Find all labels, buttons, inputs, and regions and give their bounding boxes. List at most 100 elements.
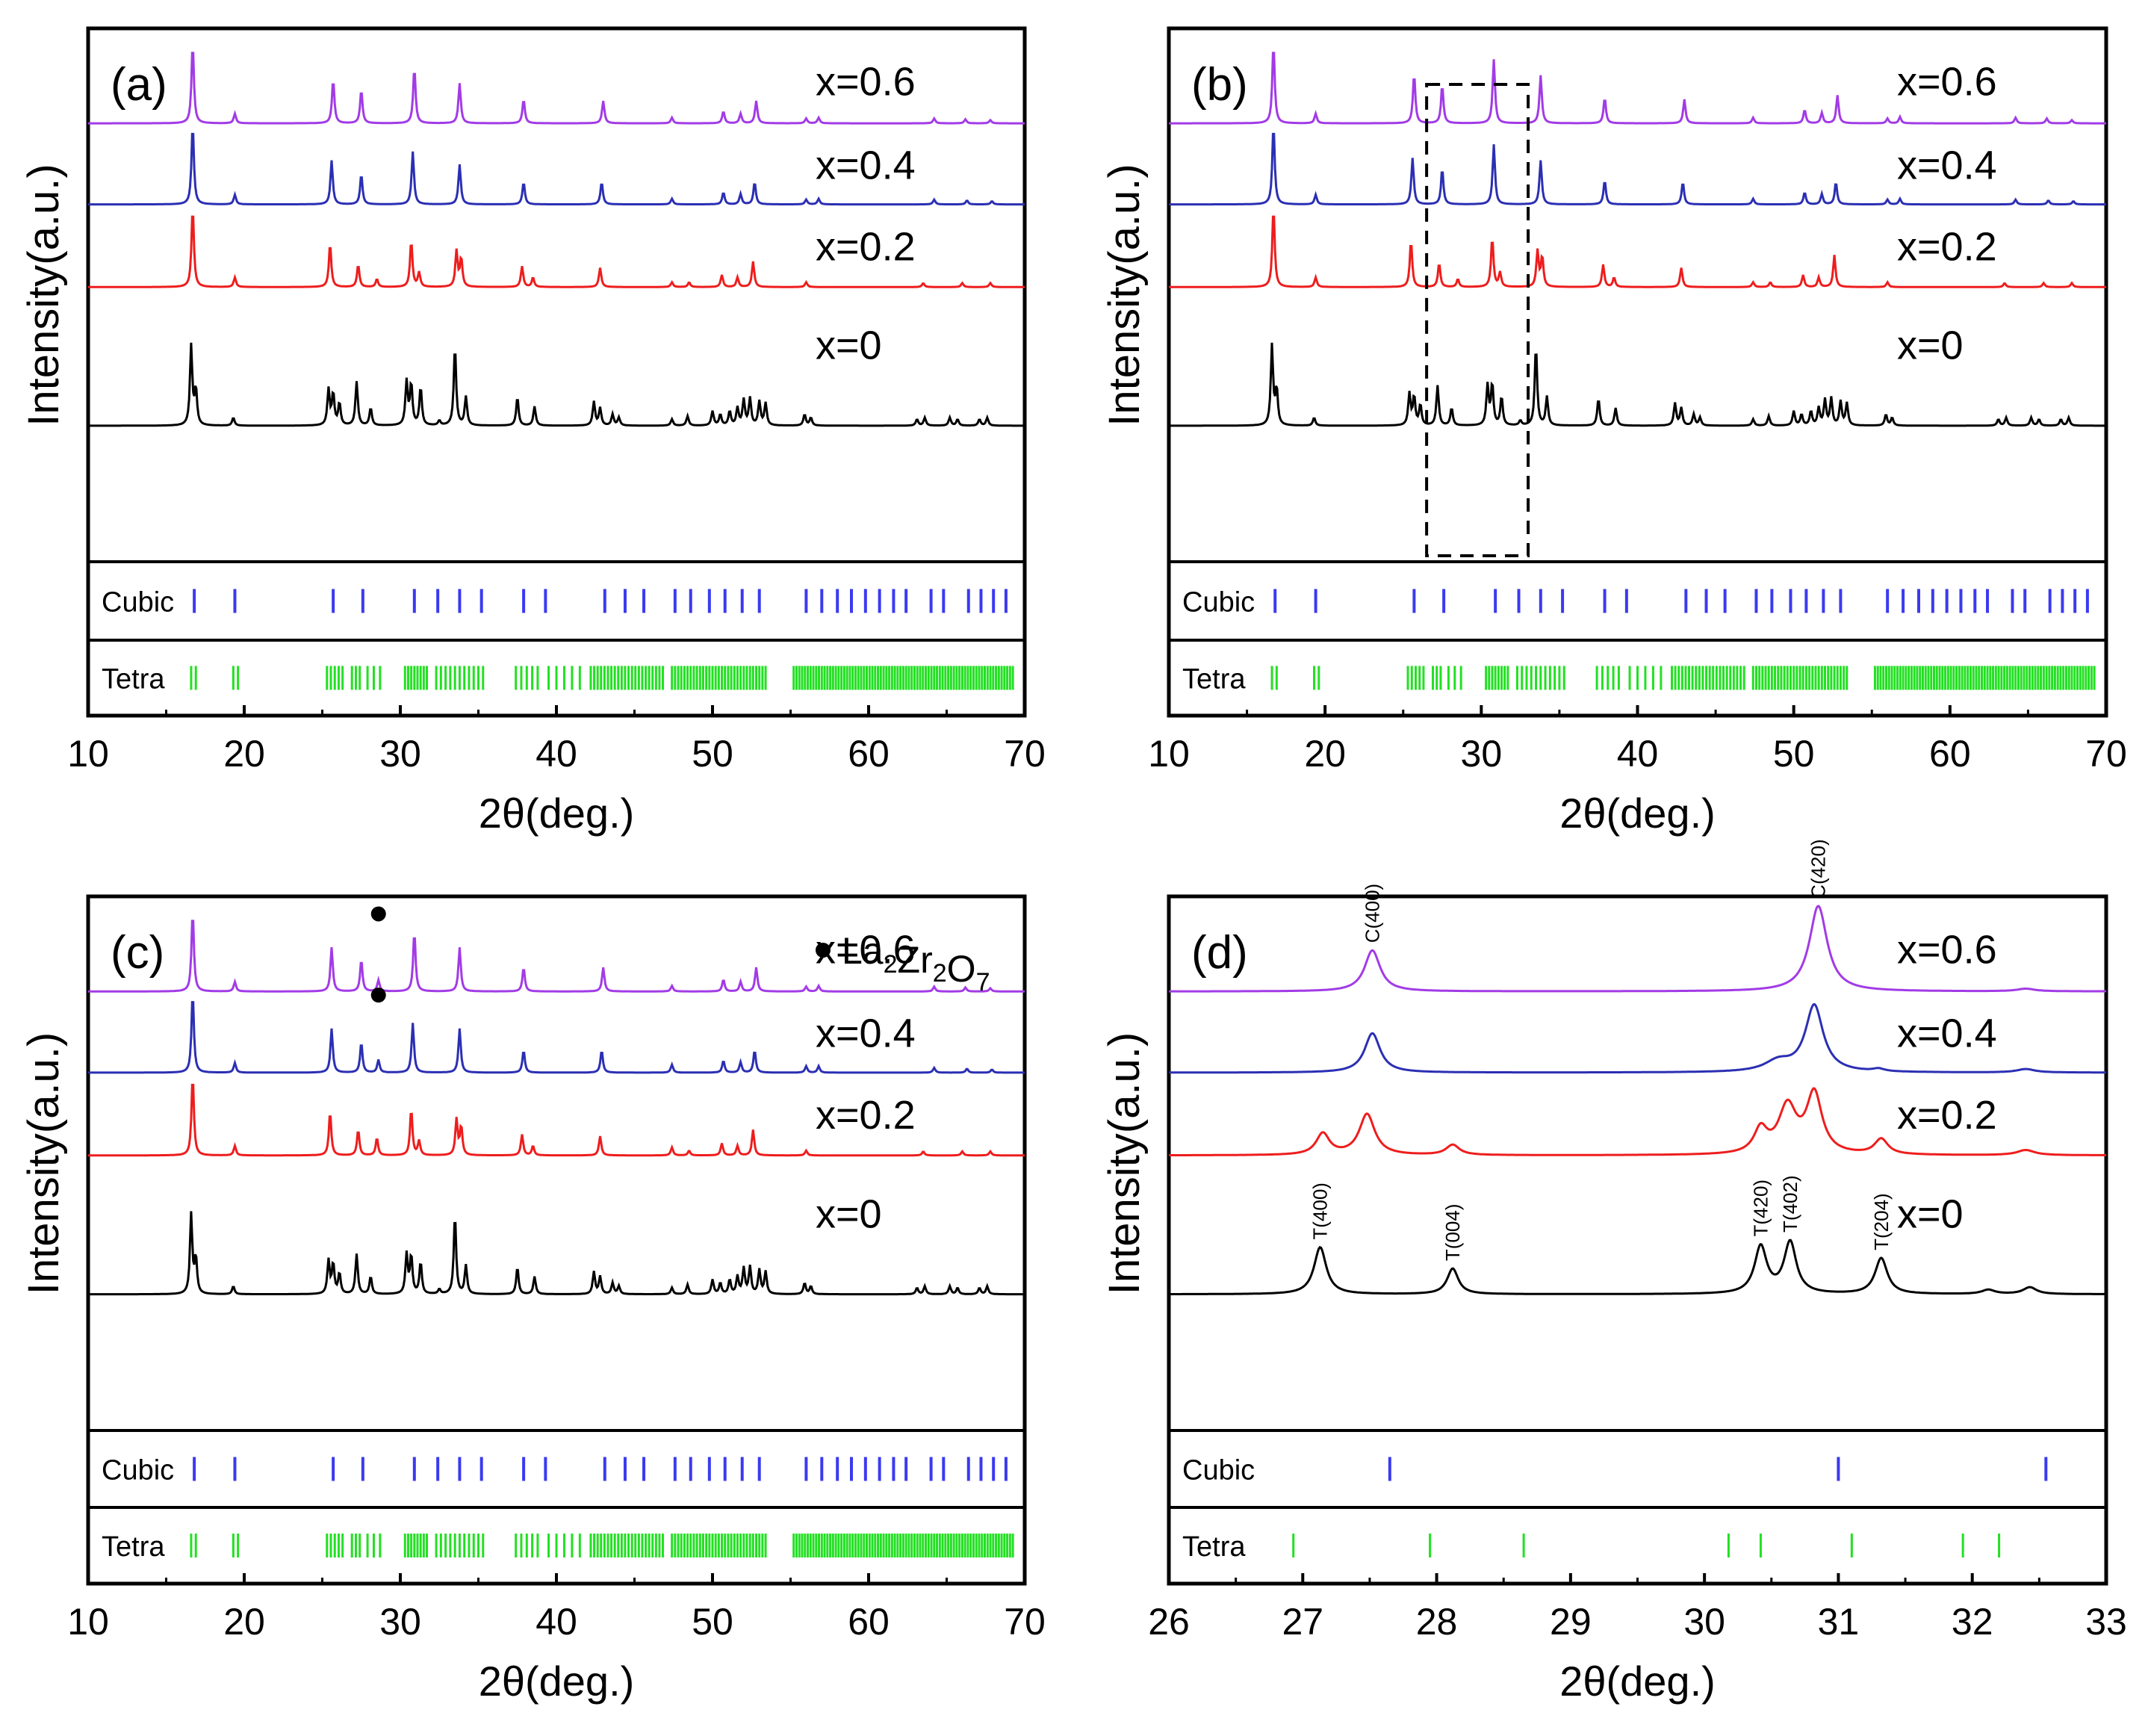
panel-letter: (a) xyxy=(111,59,167,111)
phase-label-cubic: Cubic xyxy=(102,1455,174,1487)
series-label: x=0 xyxy=(1897,323,1964,368)
panel-c: 10 20 30 40 50 60 70 2θ(deg.) Intensity(a.u.) (c)… xyxy=(19,894,1046,1705)
x-tick-label: 31 xyxy=(1818,1601,1860,1643)
series-line-x=0.4 xyxy=(1169,1002,2106,1074)
panel-b: 10 20 30 40 50 60 70 2θ(deg.) Intensity(a.u.) (b)… xyxy=(1100,26,2127,837)
series-label: x=0.6 xyxy=(1897,927,1997,972)
x-axis-label: 2θ(deg.) xyxy=(1559,1658,1716,1705)
phase-label-tetra: Tetra xyxy=(102,1531,165,1563)
y-axis-label: Intensity(a.u.) xyxy=(1100,1032,1149,1295)
y-axis-label: Intensity(a.u.) xyxy=(19,1032,68,1295)
x-tick-label: 30 xyxy=(1461,733,1503,775)
x-tick-label: 10 xyxy=(67,733,109,775)
panel-letter: (d) xyxy=(1191,927,1248,979)
peak-annotation: T(204) xyxy=(1870,1193,1893,1250)
impurity-legend-label: La2Zr2O7 xyxy=(842,930,990,996)
series-label: x=0.6 xyxy=(816,59,916,104)
x-tick-label: 20 xyxy=(223,733,265,775)
x-axis-label: 2θ(deg.) xyxy=(1559,790,1716,837)
x-tick-label: 30 xyxy=(379,733,421,775)
x-tick-label: 70 xyxy=(1004,733,1046,775)
x-axis-label: 2θ(deg.) xyxy=(479,1658,635,1705)
series-label: x=0.2 xyxy=(816,1093,916,1138)
series-line-x=0.6 xyxy=(88,52,1025,125)
x-tick-label: 40 xyxy=(536,733,577,775)
peak-annotation: T(400) xyxy=(1309,1182,1332,1240)
phase-label-tetra: Tetra xyxy=(102,664,165,695)
series-line-x=0 xyxy=(1169,1239,2106,1295)
series-label: x=0 xyxy=(1897,1191,1964,1236)
series-label: x=0.2 xyxy=(1897,225,1997,270)
y-axis-label: Intensity(a.u.) xyxy=(1100,164,1149,426)
series-line-x=0 xyxy=(88,342,1025,427)
panel-letter: (b) xyxy=(1191,59,1248,111)
series-label: x=0.2 xyxy=(816,225,916,270)
series-line-x=0.2 xyxy=(1169,215,2106,288)
series-label: x=0 xyxy=(816,323,882,368)
impurity-dot-marker xyxy=(370,906,386,922)
series-label: x=0.4 xyxy=(816,143,916,187)
series-label: x=0.2 xyxy=(1897,1093,1997,1138)
peak-annotation: C(420) xyxy=(1807,839,1830,898)
x-tick-label: 20 xyxy=(223,1601,265,1643)
x-tick-label: 10 xyxy=(1148,733,1190,775)
series-line-x=0.4 xyxy=(88,132,1025,206)
panel-frame xyxy=(86,894,1027,1586)
x-tick-label: 70 xyxy=(2085,733,2127,775)
x-tick-label: 50 xyxy=(692,1601,733,1643)
x-tick-label: 70 xyxy=(1004,1601,1046,1643)
panel-letter: (c) xyxy=(111,927,164,979)
series-label: x=0.4 xyxy=(1897,143,1997,187)
phase-label-cubic: Cubic xyxy=(1182,1455,1255,1487)
x-tick-label: 26 xyxy=(1148,1601,1190,1643)
peak-annotation: C(400) xyxy=(1362,884,1384,943)
x-tick-label: 29 xyxy=(1550,1601,1592,1643)
series-line-x=0.2 xyxy=(88,215,1025,288)
series-label: x=0.6 xyxy=(1897,59,1997,104)
x-tick-label: 33 xyxy=(2085,1601,2127,1643)
x-tick-label: 40 xyxy=(1617,733,1659,775)
peak-annotation: T(420) xyxy=(1749,1179,1772,1237)
series-line-x=0.4 xyxy=(88,1001,1025,1074)
x-tick-label: 30 xyxy=(1683,1601,1725,1643)
phase-label-cubic: Cubic xyxy=(102,587,174,619)
x-tick-label: 32 xyxy=(1952,1601,1993,1643)
impurity-legend-dot xyxy=(816,943,831,958)
panel-a: 10 20 30 40 50 60 70 2θ(deg.) Intensity(a.u.) (a)… xyxy=(19,26,1046,837)
series-line-x=0.6 xyxy=(1169,52,2106,125)
peak-annotation: T(004) xyxy=(1441,1203,1464,1261)
impurity-dot-marker xyxy=(370,988,386,1003)
series-label: x=0.4 xyxy=(1897,1011,1997,1056)
x-tick-label: 20 xyxy=(1304,733,1346,775)
phase-label-tetra: Tetra xyxy=(1182,664,1246,695)
peak-annotation: T(402) xyxy=(1779,1175,1801,1233)
panel-frame xyxy=(86,26,1027,718)
x-tick-label: 60 xyxy=(848,733,890,775)
phase-label-tetra: Tetra xyxy=(1182,1531,1246,1563)
zoom-region-box xyxy=(1425,83,1530,557)
series-line-x=0 xyxy=(1169,342,2106,427)
panel-d: 26 27 28 29 30 31 32 33 2θ(deg.) Intensity(a.u.) (… xyxy=(1100,839,2127,1705)
y-axis-label: Intensity(a.u.) xyxy=(19,164,68,426)
x-tick-label: 27 xyxy=(1282,1601,1323,1643)
series-line-x=0.2 xyxy=(1169,1087,2106,1156)
series-line-x=0.6 xyxy=(88,920,1025,993)
x-tick-label: 60 xyxy=(1929,733,1971,775)
series-label: x=0.4 xyxy=(816,1011,916,1056)
series-label: x=0 xyxy=(816,1191,882,1236)
series-line-x=0.6 xyxy=(1169,905,2106,993)
x-tick-label: 28 xyxy=(1416,1601,1458,1643)
x-tick-label: 50 xyxy=(692,733,733,775)
series-label: x=0.6 xyxy=(816,927,916,972)
phase-label-cubic: Cubic xyxy=(1182,587,1255,619)
x-tick-label: 30 xyxy=(379,1601,421,1643)
x-tick-label: 60 xyxy=(848,1601,890,1643)
x-tick-label: 10 xyxy=(67,1601,109,1643)
x-tick-label: 40 xyxy=(536,1601,577,1643)
panel-frame xyxy=(1167,26,2108,718)
series-line-x=0.4 xyxy=(1169,132,2106,206)
x-tick-label: 50 xyxy=(1773,733,1815,775)
x-axis-label: 2θ(deg.) xyxy=(479,790,635,837)
series-line-x=0 xyxy=(88,1211,1025,1296)
